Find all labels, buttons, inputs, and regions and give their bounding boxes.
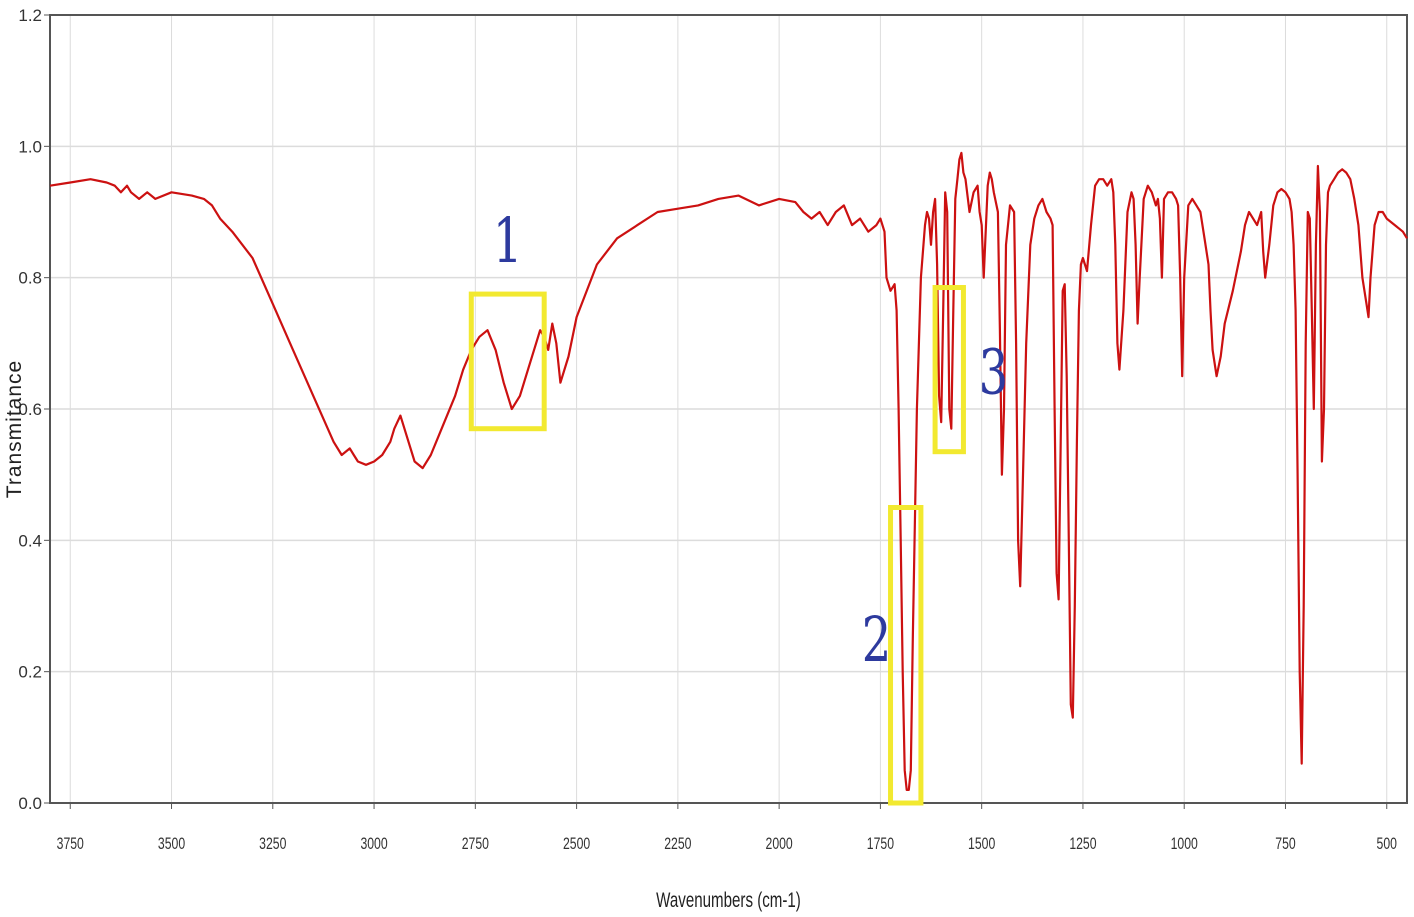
y-tick-label: 1.0: [18, 137, 42, 156]
peak-annotations: 1 2 3: [468, 204, 1009, 806]
annotation-box-2: [888, 505, 924, 806]
x-tick-label: 2500: [563, 835, 590, 853]
transmittance-series-line: [49, 151, 1408, 791]
annotation-label-2: 2: [862, 603, 892, 675]
x-tick-label: 750: [1275, 835, 1295, 853]
x-tick-label: 1000: [1171, 835, 1198, 853]
annotation-label-3: 3: [979, 336, 1009, 408]
y-tick-label: 0.8: [18, 269, 42, 288]
y-tick-label: 0.2: [18, 663, 42, 682]
x-tick-label: 3750: [57, 835, 84, 853]
y-tick-label: 0.6: [18, 400, 42, 419]
x-tick-label: 3250: [259, 835, 286, 853]
x-tick-label: 3000: [360, 835, 387, 853]
x-tick-label: 3500: [158, 835, 185, 853]
x-tick-label: 2750: [462, 835, 489, 853]
y-axis-title: Transmitance: [3, 360, 26, 498]
x-tick-label: 1500: [968, 835, 995, 853]
annotation-label-1: 1: [493, 204, 523, 276]
x-tick-label: 1250: [1069, 835, 1096, 853]
x-tick-label: 1750: [867, 835, 894, 853]
x-tick-label: 2250: [664, 835, 691, 853]
x-tick-label: 2000: [766, 835, 793, 853]
y-tick-label: 0.4: [18, 531, 42, 550]
x-tick-label: 500: [1377, 835, 1397, 853]
grid-lines: [50, 15, 1407, 803]
y-tick-label: 0.0: [18, 794, 42, 813]
y-tick-label: 1.2: [18, 6, 42, 25]
y-axis-ticks: 0.0 0.2 0.4 0.6 0.8 1.0 1.2: [18, 6, 50, 813]
x-axis-title: Wavenumbers (cm-1): [656, 887, 801, 911]
x-axis-ticks: 3750 3500 3250 3000 2750 2500 2250 2000 1750 1500…: [57, 803, 1397, 854]
annotation-box-1: [468, 291, 547, 432]
annotation-box-3: [932, 285, 966, 455]
